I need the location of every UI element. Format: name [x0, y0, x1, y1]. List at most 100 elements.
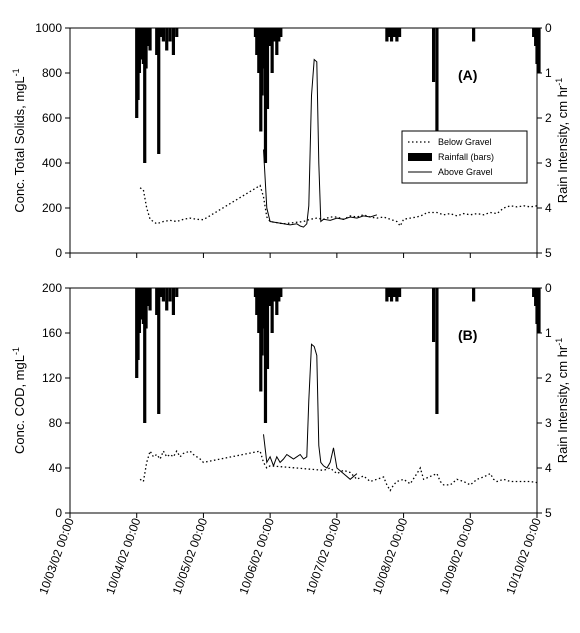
- rainfall-bar: [155, 288, 159, 315]
- y2-tick-label: 5: [545, 246, 552, 260]
- y2-axis-label-sup: -1: [554, 78, 564, 86]
- legend-label: Below Gravel: [438, 137, 492, 147]
- y-axis-label: Conc. COD, mgL-1: [11, 347, 27, 454]
- y-tick-label: 400: [42, 156, 62, 170]
- rainfall-bar: [157, 28, 161, 154]
- rainfall-bar: [148, 28, 152, 51]
- y2-tick-label: 3: [545, 156, 552, 170]
- rainfall-bar: [397, 288, 402, 297]
- rainfall-bar: [175, 28, 179, 37]
- rainfall-bar: [537, 288, 541, 333]
- y2-axis-label: Rain Intensity, cm hr-1: [554, 78, 570, 204]
- rainfall-bar: [392, 28, 396, 37]
- y2-tick-label: 0: [545, 21, 552, 35]
- rainfall-bar: [389, 28, 394, 42]
- rainfall-bar: [161, 288, 165, 302]
- y2-axis-label: Rain Intensity, cm hr-1: [554, 338, 570, 464]
- rainfall-bar: [148, 288, 152, 311]
- rainfall-bar: [279, 28, 283, 37]
- rainfall-bar: [159, 28, 163, 37]
- panel-label: (A): [458, 67, 477, 83]
- above-gravel-series: [263, 343, 358, 480]
- y2-tick-label: 3: [545, 416, 552, 430]
- rainfall-bars: [135, 28, 541, 163]
- x-tick-label: 10/05/02 00:00: [170, 516, 211, 596]
- y2-axis-label-text: Rain Intensity, cm hr: [555, 345, 570, 463]
- rainfall-bar: [277, 28, 281, 42]
- y-tick-label: 0: [55, 246, 62, 260]
- rainfall-bar: [159, 288, 163, 297]
- y2-tick-label: 1: [545, 326, 552, 340]
- rainfall-bar: [389, 288, 394, 302]
- panel-a: 0 200 400 600 800 1000 0 1 2 3 4 5 Conc. Total Solid…: [11, 21, 570, 260]
- rainfall-bar: [265, 28, 270, 109]
- rainfall-bar: [270, 288, 274, 333]
- rainfall-bar: [387, 288, 391, 297]
- y-tick-label: 600: [42, 111, 62, 125]
- y2-tick-label: 2: [545, 111, 552, 125]
- rainfall-bars: [135, 288, 541, 423]
- rainfall-bar: [255, 28, 259, 55]
- y-tick-label: 40: [49, 461, 63, 475]
- y2-tick-label: 4: [545, 461, 552, 475]
- rainfall-bar: [261, 28, 266, 69]
- rainfall-bar: [537, 28, 541, 73]
- rainfall-bar: [435, 288, 439, 414]
- rainfall-bar: [387, 28, 391, 37]
- rainfall-bar: [157, 288, 161, 414]
- below-gravel-series: [139, 449, 538, 492]
- rainfall-bar: [532, 288, 536, 297]
- rainfall-bar: [275, 288, 279, 315]
- rainfall-bar: [397, 28, 402, 37]
- rainfall-bar: [268, 28, 272, 46]
- rainfall-bar: [171, 28, 176, 55]
- legend: Below Gravel Rainfall (bars) Above Gravel: [401, 130, 528, 184]
- legend-swatch-bar: [408, 153, 432, 161]
- x-tick-label: 10/08/02 00:00: [370, 516, 411, 596]
- rainfall-bar: [532, 28, 536, 37]
- rainfall-bar: [472, 288, 476, 302]
- y-axis-label: Conc. Total Solids, mgL-1: [11, 68, 27, 212]
- x-tick-label: 10/10/02 00:00: [503, 516, 544, 596]
- rainfall-bar: [270, 28, 274, 73]
- rainfall-bar: [265, 288, 270, 369]
- rainfall-bar: [431, 288, 436, 342]
- legend-label: Above Gravel: [438, 167, 493, 177]
- rainfall-bar: [261, 288, 266, 329]
- rainfall-bar: [168, 28, 172, 42]
- x-tick-label: 10/03/02 00:00: [36, 516, 77, 596]
- rainfall-bar: [175, 288, 179, 297]
- rainfall-bar: [257, 28, 261, 73]
- rainfall-bar: [155, 28, 159, 55]
- rainfall-bar: [431, 28, 436, 82]
- y-tick-label: 80: [49, 416, 63, 430]
- y-tick-label: 200: [42, 281, 62, 295]
- y-axis-label-text: Conc. Total Solids, mgL: [12, 76, 27, 212]
- y2-axis-label-text: Rain Intensity, cm hr: [555, 85, 570, 203]
- rainfall-bar: [165, 28, 169, 51]
- rainfall-bar: [392, 288, 396, 297]
- rainfall-bar: [263, 288, 268, 423]
- rainfall-bar: [171, 288, 176, 315]
- rainfall-bar: [263, 28, 268, 163]
- y-axis-label-sup: -1: [11, 347, 21, 355]
- y-tick-label: 200: [42, 201, 62, 215]
- y2-tick-label: 2: [545, 371, 552, 385]
- y-axis-label-text: Conc. COD, mgL: [12, 355, 27, 454]
- rainfall-bar: [144, 288, 148, 329]
- x-axis-labels: 10/03/02 00:00 10/04/02 00:00 10/05/02 00:…: [36, 516, 544, 596]
- rainfall-bar: [472, 28, 476, 42]
- rainfall-bar: [168, 288, 172, 302]
- rainfall-bar: [165, 288, 169, 311]
- x-tick-label: 10/06/02 00:00: [236, 516, 277, 596]
- rainfall-bar: [385, 288, 389, 302]
- above-gravel-series: [263, 58, 378, 228]
- rainfall-bar: [277, 288, 281, 302]
- x-tick-label: 10/09/02 00:00: [437, 516, 478, 596]
- y2-axis-label-sup: -1: [554, 338, 564, 346]
- y2-tick-label: 4: [545, 201, 552, 215]
- y-tick-label: 800: [42, 66, 62, 80]
- plot-frame: [69, 27, 538, 254]
